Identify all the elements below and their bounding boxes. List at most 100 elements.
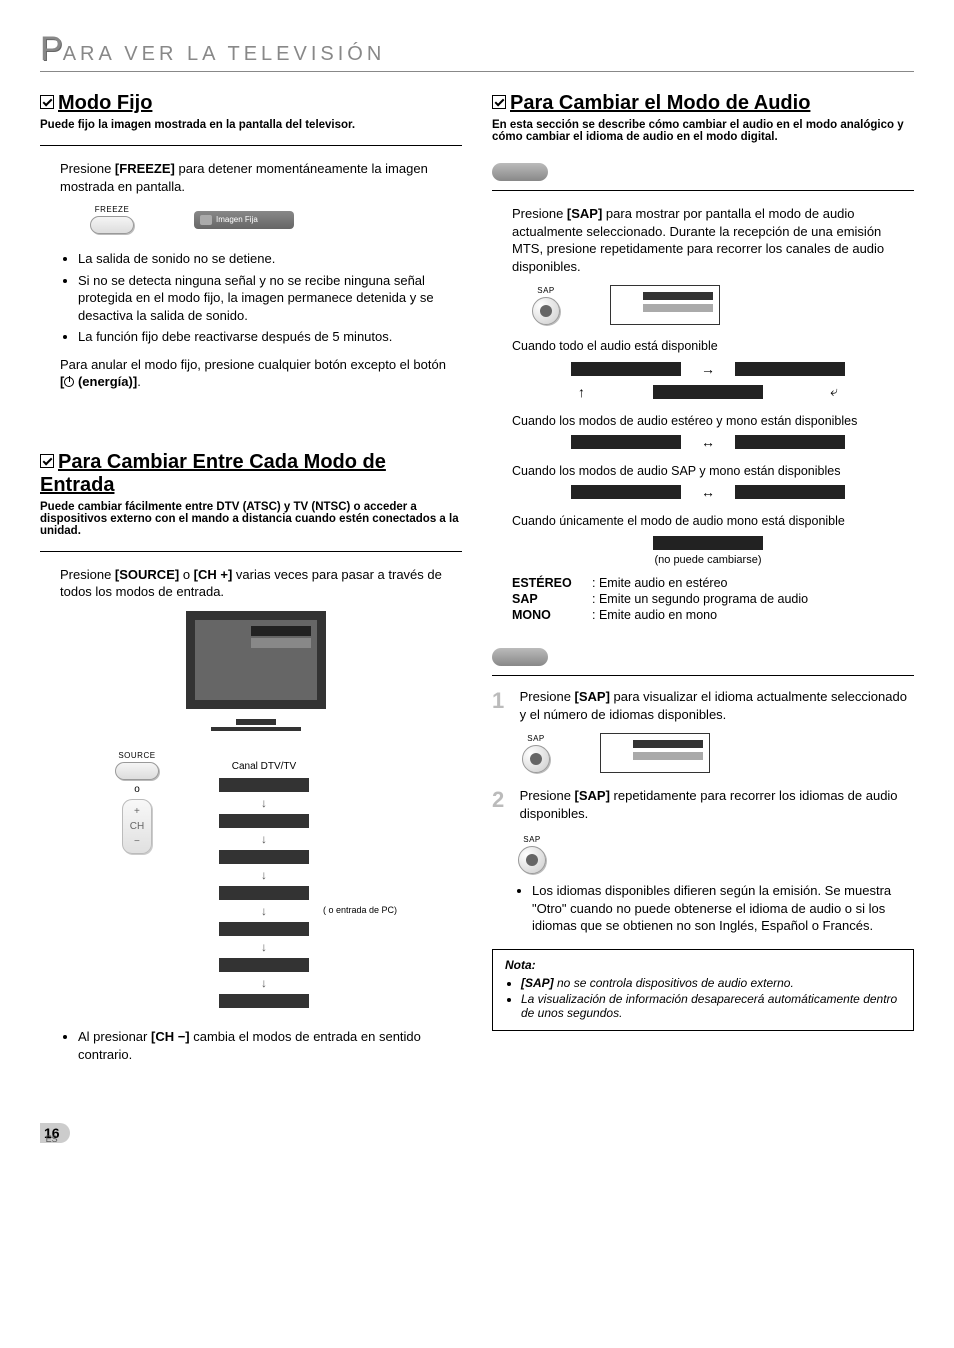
mode-block [735,435,845,449]
section-subtitle: Puede fijo la imagen mostrada en la pant… [40,119,462,131]
ch-rocker[interactable]: + CH − [122,799,152,854]
avail-label: Cuando todo el audio está disponible [512,339,904,353]
step-number: 2 [492,787,516,813]
mode-pill [492,163,548,181]
table-row: ESTÉREO: Emite audio en estéreo [512,576,904,590]
bullet-list: Los idiomas disponibles difieren según l… [492,882,914,935]
key-power: [ (energía)] [60,374,137,389]
mode-block [735,485,845,499]
ch-label: CH [130,819,144,834]
check-icon [492,95,506,109]
double-arrow-icon: ↔ [701,484,715,500]
note-box: Nota: [SAP] no se controla dispositivos … [492,949,914,1031]
term: SAP [512,592,582,606]
mode-block [653,385,763,399]
def: : Emite audio en estéreo [592,576,728,590]
section-title: Modo Fijo [40,92,462,115]
double-arrow-icon: ↔ [701,434,715,450]
sap-button[interactable]: SAP [518,835,546,874]
nochange-label: (no puede cambiarse) [654,554,761,566]
flow-bar [219,814,309,828]
osd-line [633,740,703,748]
down-arrow-icon: ↓ [261,904,267,918]
round-button [518,846,546,874]
osd-line [251,638,311,648]
down-arrow-icon: ↓ [261,832,267,846]
page-lang: ES [46,1134,58,1144]
osd-line [643,304,713,312]
freeze-label: FREEZE [90,205,134,214]
right-arrow-icon: → [701,361,715,377]
flow-bar [219,886,309,900]
mode-block [571,435,681,449]
freeze-row: FREEZE Imagen Fija [90,205,452,234]
sap-label: SAP [518,835,546,844]
title-text: Para Cambiar Entre Cada Modo de Entrada [40,451,386,496]
minus-icon: − [134,834,140,849]
osd-line [633,752,703,760]
flow-side-label: ( o entrada de PC) [323,905,397,915]
check-icon [40,95,54,109]
text: Presione [60,161,115,176]
text: o [179,567,193,582]
flow-bar [219,958,309,972]
key-sap: [SAP] [521,976,554,990]
page-header: PARA VER LA TELEVISIÓN [40,30,914,72]
mode-pill [492,648,548,666]
screen-chip [610,285,720,325]
text: Para anular el modo fijo, presione cualq… [60,357,446,372]
nota-title: Nota: [505,958,901,972]
tv-frame [186,611,326,709]
content-block: Presione [FREEZE] para detener momentáne… [40,145,462,391]
mode-block [571,362,681,376]
section-input-mode: Para Cambiar Entre Cada Modo de Entrada … [40,451,462,1063]
mode-block [653,536,763,550]
left-arrow-icon: ⤶ [830,383,838,400]
sap-label: SAP [522,734,550,743]
content-block: Presione [SOURCE] o [CH +] varias veces … [40,551,462,1063]
step-number: 1 [492,688,516,714]
para-source: Presione [SOURCE] o [CH +] varias veces … [60,566,452,601]
page-footer: 16 ES [40,1123,914,1143]
tv-diagram [60,611,452,731]
section-title: Para Cambiar Entre Cada Modo de Entrada [40,451,462,497]
right-column: Para Cambiar el Modo de Audio En esta se… [492,92,914,1083]
para-freeze: Presione [FREEZE] para detener momentáne… [60,160,452,195]
section-subtitle: En esta sección se describe cómo cambiar… [492,119,914,143]
source-button[interactable]: SOURCE [115,751,159,780]
key-ch-plus: [CH +] [194,567,233,582]
key-sap: [SAP] [567,206,602,221]
list-item: Si no se detecta ninguna señal y no se r… [78,272,452,325]
up-arrow-icon: ↑ [578,384,585,400]
list-item: Los idiomas disponibles difieren según l… [532,882,914,935]
key-ch-minus: [CH −] [151,1029,190,1044]
text: no se controla dispositivos de audio ext… [554,976,794,990]
flow-top-label: Canal DTV/TV [232,761,296,772]
bullet-list: La salida de sonido no se detiene. Si no… [60,250,452,346]
plus-icon: + [134,804,140,819]
sap-button[interactable]: SAP [532,286,560,325]
header-rest: ARA VER LA TELEVISIÓN [63,43,386,65]
button-shape [90,216,134,234]
text: (energía) [74,374,133,389]
avail-label: Cuando los modos de audio estéreo y mono… [512,414,904,428]
avail-label: Cuando los modos de audio SAP y mono est… [512,464,904,478]
list-item: La visualización de información desapare… [521,992,901,1020]
tv-stand [236,719,276,725]
section-modo-fijo: Modo Fijo Puede fijo la imagen mostrada … [40,92,462,391]
nota-list: [SAP] no se controla dispositivos de aud… [505,976,901,1020]
bullet-list: Al presionar [CH −] cambia el modos de e… [60,1028,452,1063]
step-text: Presione [SAP] para visualizar el idioma… [520,688,912,723]
key-sap: [SAP] [575,788,610,803]
mode-block [571,485,681,499]
tv-base [211,727,301,731]
sap-button[interactable]: SAP [522,734,550,773]
osd-line [643,292,713,300]
round-button [532,297,560,325]
flow-bar [219,922,309,936]
osd-line [251,626,311,636]
freeze-button[interactable]: FREEZE [90,205,134,234]
still-image-badge: Imagen Fija [194,211,294,229]
step-text: Presione [SAP] repetidamente para recorr… [520,787,912,822]
text: Presione [520,689,575,704]
